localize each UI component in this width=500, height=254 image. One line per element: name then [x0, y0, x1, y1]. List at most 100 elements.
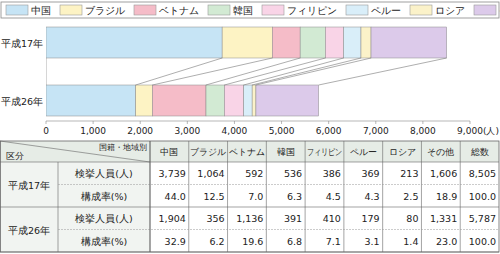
legend: 中国ブラジルベトナム韓国フィリピンペルーロシアその他: [1, 2, 500, 18]
connector: [152, 58, 272, 85]
legend-label: ロシア: [435, 5, 465, 16]
x-tick-label: 3,000: [174, 126, 200, 136]
bars: [46, 27, 447, 116]
legend-swatch: [346, 5, 368, 15]
connector: [244, 58, 344, 85]
cell: 100.0: [469, 191, 496, 202]
bar-segment: [224, 85, 243, 116]
legend-label: 中国: [31, 5, 51, 16]
cell: 4.3: [365, 191, 380, 202]
page: 中国ブラジルベトナム韓国フィリピンペルーロシアその他平成17年平成26年01,0…: [0, 0, 500, 254]
x-tick-label: 8,000: [410, 126, 436, 136]
cell: 4.5: [326, 191, 341, 202]
legend-swatch: [6, 5, 28, 15]
cell: 3,739: [159, 168, 186, 179]
cell: 32.9: [165, 236, 186, 247]
cell: 391: [284, 213, 302, 224]
x-tick-label: 4,000: [222, 126, 248, 136]
cell: 3.1: [365, 236, 380, 247]
bar-segment: [300, 27, 325, 58]
bar-segment: [361, 27, 371, 58]
bar-segment: [344, 27, 361, 58]
legend-label: ペルー: [371, 5, 401, 16]
legend-swatch: [410, 5, 432, 15]
x-tick: [46, 121, 47, 124]
row-line: [0, 207, 499, 208]
connector: [46, 58, 47, 85]
cell: 44.0: [165, 191, 186, 202]
group-label: 平成17年: [8, 180, 50, 191]
col-line: [382, 141, 383, 252]
x-tick-label: 9,000: [457, 126, 483, 136]
cell: 1,331: [430, 213, 457, 224]
cell: 536: [284, 168, 302, 179]
connector: [136, 58, 222, 85]
column-header: 中国: [160, 147, 178, 157]
corner-col-label: 国籍・地域別: [99, 143, 147, 152]
cell: 179: [362, 213, 380, 224]
row-label: 検挙人員(人): [75, 213, 132, 224]
row-line: [58, 229, 499, 230]
legend-swatch: [474, 5, 496, 15]
x-axis: [46, 121, 470, 122]
cell: 23.0: [436, 236, 457, 247]
legend-label: フィリピン: [287, 5, 337, 16]
x-tick-label: 6,000: [316, 126, 342, 136]
col-line: [460, 141, 461, 252]
legend-label: 韓国: [233, 5, 253, 16]
legend-swatch: [262, 5, 284, 15]
cell: 1,064: [197, 168, 224, 179]
x-tick-label: 5,000: [269, 126, 295, 136]
col-line: [150, 141, 151, 252]
col-line: [266, 141, 267, 252]
cell: 18.9: [436, 191, 457, 202]
legend-swatch: [60, 5, 82, 15]
bar-segment: [222, 27, 272, 58]
legend-frame: [1, 2, 499, 18]
bar-segment: [252, 85, 256, 116]
cell: 369: [362, 168, 380, 179]
x-tick-label: 2,000: [127, 126, 153, 136]
cell: 386: [323, 168, 341, 179]
bar-segment: [136, 85, 153, 116]
connector: [224, 58, 325, 85]
bar-segment: [272, 27, 300, 58]
cell: 6.8: [287, 236, 302, 247]
legend-swatch: [134, 5, 156, 15]
bar-segment: [325, 27, 343, 58]
group-label: 平成26年: [8, 225, 50, 236]
row-label: 構成率(%): [81, 191, 127, 202]
column-header: 韓国: [277, 147, 295, 157]
connector: [206, 58, 300, 85]
legend-label: その他: [499, 5, 500, 16]
col-line: [421, 141, 422, 252]
cell: 1,904: [159, 213, 186, 224]
col-line: [305, 141, 306, 252]
cell: 1.4: [403, 236, 418, 247]
col-line: [150, 141, 151, 252]
cell: 7.1: [326, 236, 341, 247]
row-line: [58, 184, 499, 185]
corner-row-label: 区分: [6, 151, 24, 161]
column-header: ロシア: [389, 147, 416, 157]
cell: 356: [206, 213, 224, 224]
bar-segment: [46, 27, 222, 58]
x-tick: [93, 121, 94, 124]
x-axis-label: (人): [483, 126, 499, 136]
row-label: 構成率(%): [81, 236, 127, 247]
cell: 12.5: [203, 191, 224, 202]
category-label: 平成26年: [1, 96, 43, 107]
cell: 6.2: [209, 236, 224, 247]
bar-segment: [244, 85, 252, 116]
cell: 80: [406, 213, 418, 224]
x-tick: [234, 121, 235, 124]
x-tick: [281, 121, 282, 124]
legend-label: ベトナム: [159, 5, 199, 16]
row-label: 検挙人員(人): [75, 168, 132, 179]
column-header: ベトナム: [229, 147, 265, 157]
x-tick-label: 0: [43, 126, 49, 136]
connector: [252, 58, 361, 85]
x-tick: [187, 121, 188, 124]
column-header: ブラジル: [190, 147, 226, 157]
col-line: [227, 141, 228, 252]
